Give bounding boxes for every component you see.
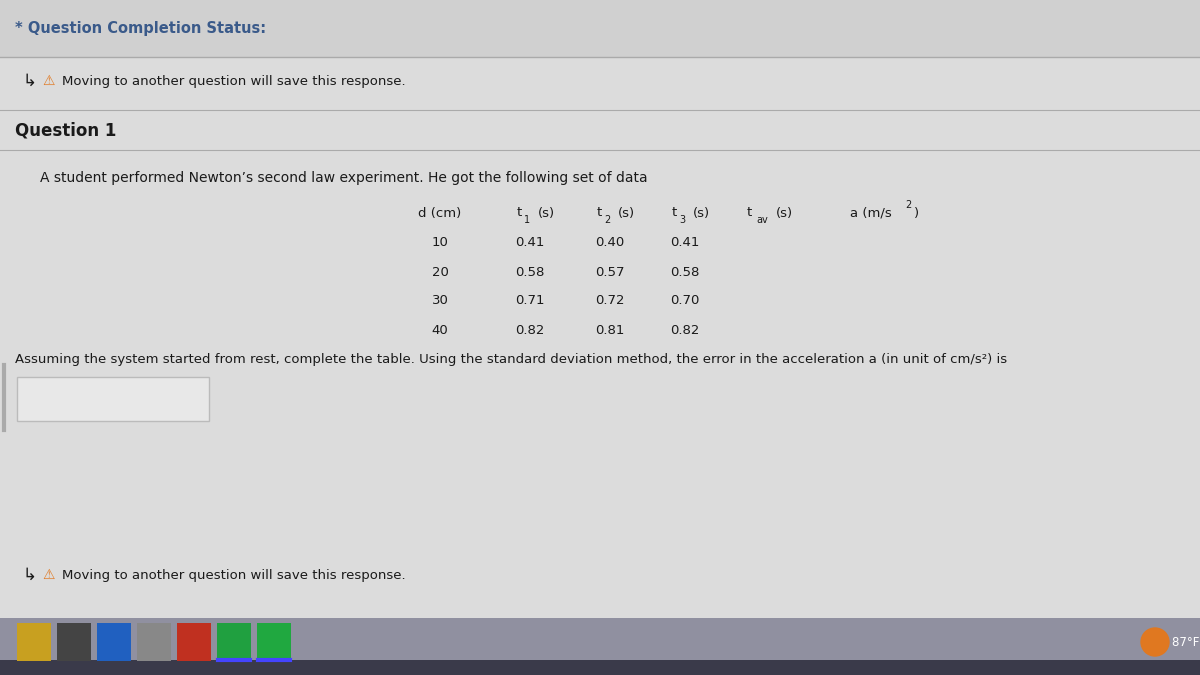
Text: t: t [517,207,522,219]
Text: 30: 30 [432,294,449,308]
Text: ⚠: ⚠ [42,74,54,88]
FancyBboxPatch shape [0,618,1200,675]
Text: a (m/s: a (m/s [850,207,892,219]
Text: 0.82: 0.82 [671,323,700,337]
Text: 0.41: 0.41 [671,236,700,250]
Text: ↳: ↳ [22,72,36,90]
Text: 87°F Cle: 87°F Cle [1172,635,1200,649]
Text: 0.57: 0.57 [595,265,625,279]
Text: t: t [672,207,677,219]
Text: 0.58: 0.58 [671,265,700,279]
Text: 3: 3 [679,215,685,225]
FancyBboxPatch shape [17,623,50,661]
Text: Question 1: Question 1 [14,121,116,139]
Text: 2: 2 [604,215,611,225]
Text: 40: 40 [432,323,449,337]
Text: (s): (s) [618,207,635,219]
Text: 2: 2 [905,200,911,210]
Text: 10: 10 [432,236,449,250]
FancyBboxPatch shape [58,623,91,661]
Text: 1: 1 [524,215,530,225]
FancyBboxPatch shape [97,623,131,661]
Text: 0.40: 0.40 [595,236,625,250]
Text: Moving to another question will save this response.: Moving to another question will save thi… [62,568,406,581]
FancyBboxPatch shape [178,623,211,661]
Text: 0.58: 0.58 [515,265,545,279]
Text: 0.81: 0.81 [595,323,625,337]
Text: 0.72: 0.72 [595,294,625,308]
FancyBboxPatch shape [257,623,292,661]
Text: Moving to another question will save this response.: Moving to another question will save thi… [62,74,406,88]
FancyBboxPatch shape [0,0,1200,57]
FancyBboxPatch shape [0,0,1200,618]
Text: t: t [596,207,602,219]
Text: d (cm): d (cm) [419,207,462,219]
Circle shape [1141,628,1169,656]
Text: 0.82: 0.82 [515,323,545,337]
Text: (s): (s) [776,207,793,219]
FancyBboxPatch shape [137,623,172,661]
FancyBboxPatch shape [17,377,209,421]
Text: 0.70: 0.70 [671,294,700,308]
Text: A student performed Newton’s second law experiment. He got the following set of : A student performed Newton’s second law … [40,171,648,185]
FancyBboxPatch shape [0,660,1200,675]
Text: Assuming the system started from rest, complete the table. Using the standard de: Assuming the system started from rest, c… [14,354,1007,367]
Text: 0.41: 0.41 [515,236,545,250]
Text: 20: 20 [432,265,449,279]
Text: * Question Completion Status:: * Question Completion Status: [14,20,266,36]
Text: 0.71: 0.71 [515,294,545,308]
Text: ↳: ↳ [22,566,36,584]
Text: (s): (s) [538,207,556,219]
Text: (s): (s) [694,207,710,219]
FancyBboxPatch shape [217,623,251,661]
Text: av: av [756,215,768,225]
Text: ): ) [914,207,919,219]
Text: ⚠: ⚠ [42,568,54,582]
Text: t: t [746,207,752,219]
